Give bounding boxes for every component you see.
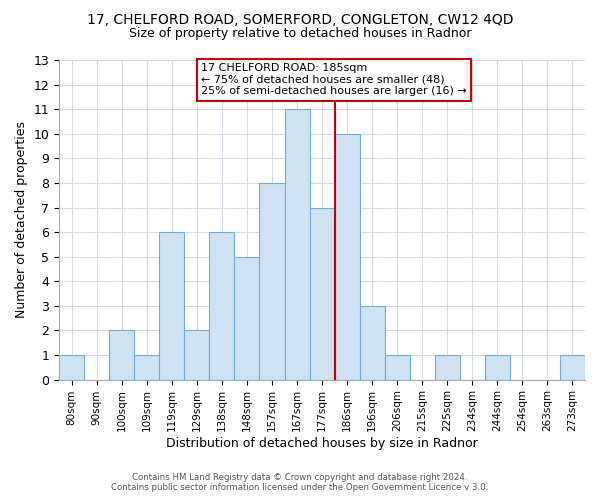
- X-axis label: Distribution of detached houses by size in Radnor: Distribution of detached houses by size …: [166, 437, 478, 450]
- Bar: [235, 256, 259, 380]
- Bar: [485, 355, 510, 380]
- Y-axis label: Number of detached properties: Number of detached properties: [15, 122, 28, 318]
- Bar: [209, 232, 235, 380]
- Bar: [560, 355, 585, 380]
- Text: Size of property relative to detached houses in Radnor: Size of property relative to detached ho…: [129, 28, 471, 40]
- Bar: [259, 183, 284, 380]
- Text: Contains HM Land Registry data © Crown copyright and database right 2024.
Contai: Contains HM Land Registry data © Crown c…: [112, 473, 488, 492]
- Bar: [335, 134, 359, 380]
- Bar: [59, 355, 84, 380]
- Text: 17 CHELFORD ROAD: 185sqm
← 75% of detached houses are smaller (48)
25% of semi-d: 17 CHELFORD ROAD: 185sqm ← 75% of detach…: [201, 63, 467, 96]
- Bar: [435, 355, 460, 380]
- Bar: [310, 208, 335, 380]
- Bar: [109, 330, 134, 380]
- Bar: [359, 306, 385, 380]
- Bar: [134, 355, 160, 380]
- Bar: [284, 109, 310, 380]
- Bar: [160, 232, 184, 380]
- Bar: [184, 330, 209, 380]
- Bar: [385, 355, 410, 380]
- Text: 17, CHELFORD ROAD, SOMERFORD, CONGLETON, CW12 4QD: 17, CHELFORD ROAD, SOMERFORD, CONGLETON,…: [87, 12, 513, 26]
